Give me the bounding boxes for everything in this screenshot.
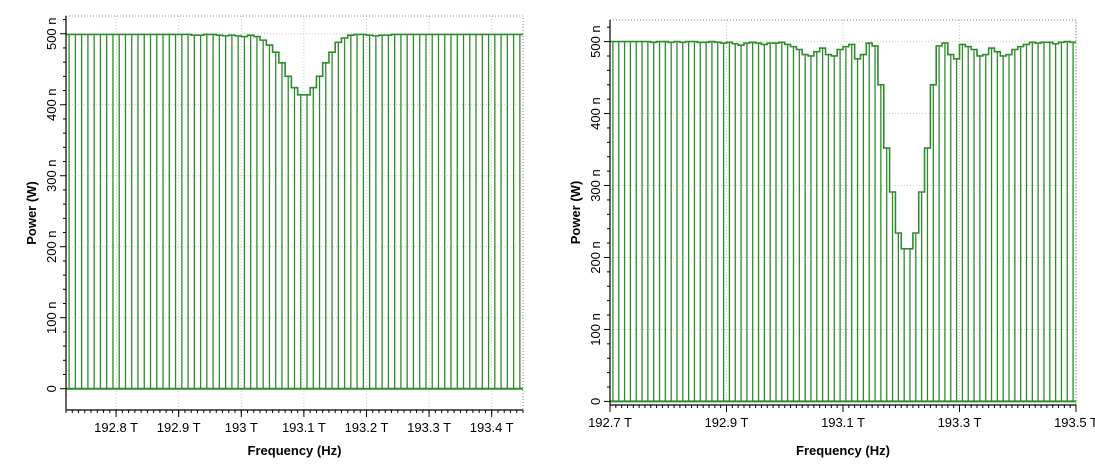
chart-1-ytick-label-4: 400 n [588,97,603,130]
chart-1-ytick-label-1: 100 n [588,313,603,346]
chart-1-xtick-label-0: 192.7 T [588,415,632,430]
chart-1-x-ticks: 192.7 T 192.9 T 193.1 T 193.3 T 193.5 T [588,405,1095,430]
chart-1-ytick-label-2: 200 n [588,241,603,274]
chart-0-xtick-label-0: 192.8 T [94,420,138,435]
chart-1-envelope [610,40,1076,250]
chart-1-ytick-label-5: 500 n [588,25,603,58]
chart-0-y-ticks: 0 100 n 200 n 300 n 400 n 500 n [44,17,66,392]
chart-1-y-axis-title: Power (W) [568,181,583,245]
chart-1-x-axis-title: Frequency (Hz) [796,443,890,458]
chart-1-xtick-label-2: 193.1 T [821,415,865,430]
chart-0-xtick-label-4: 193.2 T [345,420,389,435]
chart-0-xtick-label-3: 193.1 T [282,420,326,435]
chart-1-xtick-label-4: 193.5 T [1054,415,1095,430]
chart-0-ytick-label-3: 300 n [44,159,59,192]
chart-0-xtick-label-5: 193.3 T [407,420,451,435]
chart-right: 0 100 n 200 n 300 n 400 n 500 n 192.7 T 192.9 T… [568,19,1095,458]
chart-0-xtick-label-6: 193.4 T [470,420,514,435]
chart-1-y-ticks: 0 100 n 200 n 300 n 400 n 500 n [588,25,610,405]
chart-0-xtick-label-2: 193 T [225,420,258,435]
chart-0-x-axis-title: Frequency (Hz) [248,443,342,458]
chart-0-ytick-label-5: 500 n [44,17,59,50]
chart-0-envelope [66,33,523,96]
chart-1-ytick-label-0: 0 [588,398,603,405]
chart-0-bars [68,34,521,389]
chart-0-frame [65,15,524,411]
chart-0-ytick-label-2: 200 n [44,230,59,263]
chart-left: 0 100 n 200 n 300 n 400 n 500 n 192.8 T 192.9 T… [24,15,524,458]
chart-0-y-axis-title: Power (W) [24,181,39,245]
chart-0-x-ticks: 192.8 T 192.9 T 193 T 193.1 T 193.2 T 193.3 T… [65,410,524,435]
chart-0-ytick-label-0: 0 [44,385,59,392]
chart-1-xtick-label-3: 193.3 T [938,415,982,430]
chart-1-bars [612,41,1074,402]
chart-0-ytick-label-4: 400 n [44,88,59,121]
chart-0-xtick-label-1: 192.9 T [157,420,201,435]
chart-1-xtick-label-1: 192.9 T [705,415,749,430]
chart-0-ytick-label-1: 100 n [44,301,59,334]
chart-1-ytick-label-3: 300 n [588,169,603,202]
